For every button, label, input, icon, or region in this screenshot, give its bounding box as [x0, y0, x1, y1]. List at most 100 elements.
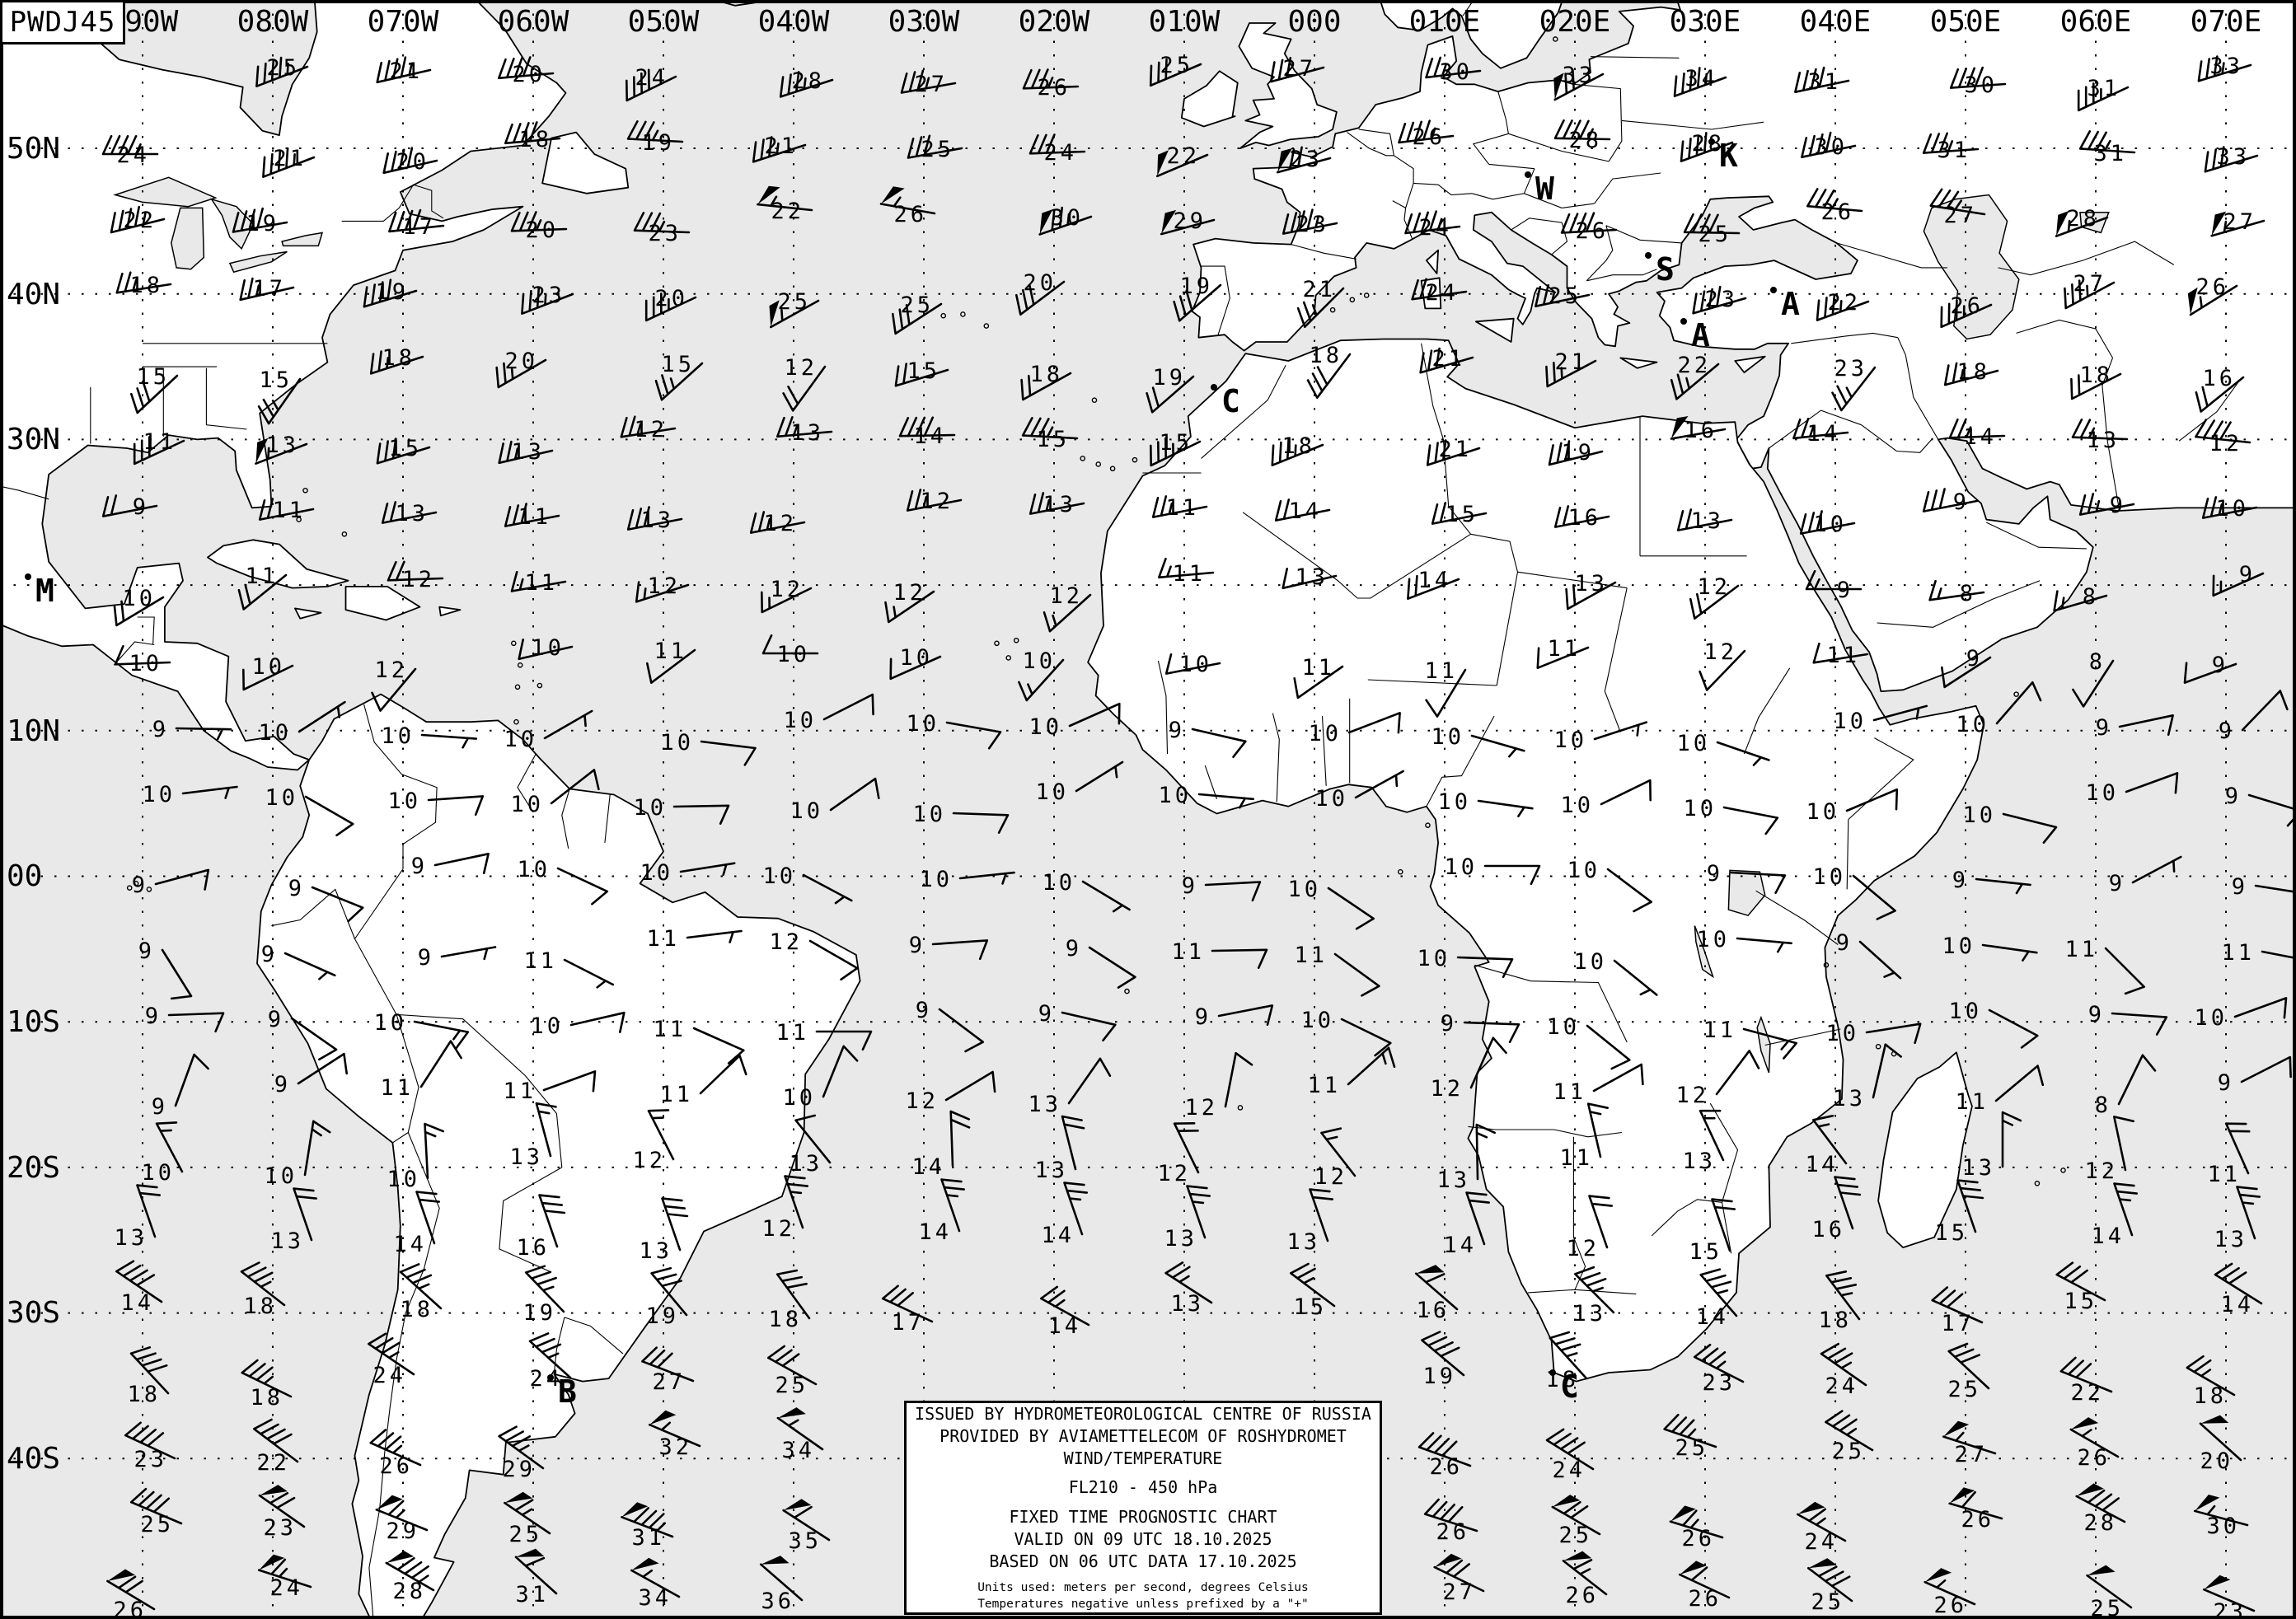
wind-barb-station: 25 — [255, 55, 309, 87]
svg-text:15: 15 — [136, 364, 170, 390]
wind-barb-station: 10 — [1825, 1021, 1922, 1046]
wind-barb-station: 19 — [1548, 440, 1604, 466]
svg-text:17: 17 — [891, 1310, 925, 1336]
city-marker: S — [1645, 251, 1675, 288]
svg-text:26: 26 — [1565, 1583, 1599, 1608]
svg-text:10: 10 — [776, 642, 810, 667]
wind-barb-station: 14 — [1805, 1115, 1848, 1177]
lat-label: 20S — [7, 1151, 60, 1185]
wind-barb-station: 23 — [521, 283, 574, 315]
svg-text:13: 13 — [639, 1238, 672, 1264]
wind-barb-station: 10 — [1029, 702, 1121, 740]
svg-text:24: 24 — [529, 1366, 563, 1392]
wind-barb-station: 24 — [1797, 1501, 1847, 1555]
svg-text:10: 10 — [387, 1167, 420, 1192]
svg-text:9: 9 — [909, 933, 925, 958]
lat-label: 10N — [7, 714, 60, 748]
wind-barb-station: 9 — [1182, 873, 1262, 902]
wind-barb-station: 12 — [387, 560, 444, 592]
wind-barb-station: 18 — [1020, 362, 1072, 401]
svg-text:24: 24 — [635, 65, 668, 91]
svg-text:23: 23 — [1289, 147, 1323, 172]
wind-barb-station: 12 — [1043, 583, 1092, 633]
svg-text:19: 19 — [375, 279, 409, 305]
wind-barb-station: 25 — [1551, 1495, 1601, 1548]
wind-barb-station: 10 — [1158, 783, 1254, 809]
lon-label: 030E — [1670, 5, 1741, 39]
svg-text:28: 28 — [2083, 1510, 2117, 1536]
svg-text:10: 10 — [783, 708, 817, 733]
wind-barb-station: 22 — [110, 205, 166, 234]
svg-text:15: 15 — [1293, 1294, 1327, 1320]
wind-barb-station: 19 — [522, 1265, 565, 1326]
svg-text:26: 26 — [1037, 75, 1071, 101]
svg-text:12: 12 — [1314, 1164, 1347, 1190]
wind-barb-station: 30 — [1801, 131, 1857, 160]
svg-text:15: 15 — [1689, 1239, 1722, 1265]
wind-barb-station: 20 — [510, 211, 568, 243]
wind-barb-station: 11 — [646, 926, 743, 952]
svg-text:12: 12 — [1675, 1083, 1709, 1108]
lon-label: 080W — [237, 5, 309, 39]
svg-text:12: 12 — [401, 567, 435, 592]
wind-barb-station: 19 — [363, 278, 418, 308]
wind-barb-station: 9 — [2078, 493, 2135, 518]
lat-label: 00 — [7, 859, 42, 893]
svg-text:12: 12 — [905, 1088, 939, 1114]
wind-barb-station: 26 — [1398, 119, 1455, 150]
svg-text:25: 25 — [1548, 283, 1581, 309]
svg-text:19: 19 — [645, 1303, 679, 1329]
wind-barb-station: 8 — [2095, 1054, 2157, 1118]
wind-barb-station: 22 — [757, 185, 813, 224]
svg-text:10: 10 — [1560, 793, 1594, 818]
wind-barb-station: 10 — [1560, 779, 1652, 818]
wind-barb-station: 26 — [879, 186, 936, 227]
wind-barb-station: 9 — [1836, 930, 1902, 980]
wind-barb-station: 18 — [1306, 343, 1352, 399]
wind-barb-station: 13 — [2071, 419, 2129, 453]
svg-text:35: 35 — [788, 1528, 822, 1554]
lon-label: 020E — [1539, 5, 1611, 39]
svg-text:K: K — [1719, 138, 1738, 174]
svg-text:20: 20 — [1023, 270, 1057, 296]
info-valid: VALID ON 09 UTC 18.10.2025 — [1014, 1528, 1272, 1549]
svg-text:12: 12 — [2084, 1158, 2118, 1184]
wind-barb-station: 31 — [2078, 130, 2136, 166]
svg-text:10: 10 — [1417, 946, 1450, 971]
svg-text:14: 14 — [1963, 424, 1997, 450]
lon-label: 050W — [628, 5, 700, 39]
wind-barb-station: 9 — [1707, 861, 1787, 894]
svg-text:13: 13 — [265, 433, 299, 458]
wind-barb-station: 23 — [1282, 208, 1338, 237]
svg-text:21: 21 — [389, 58, 423, 84]
wind-barb-station: 20 — [498, 56, 555, 87]
wind-barb-station: 16 — [1670, 416, 1727, 443]
wind-barb-station: 18 — [504, 121, 561, 152]
wind-barb-station: 10 — [1806, 788, 1899, 825]
svg-text:23: 23 — [1834, 356, 1867, 381]
wind-barb-station: 10 — [1308, 712, 1401, 746]
svg-text:10: 10 — [129, 651, 162, 676]
svg-text:8: 8 — [2089, 649, 2106, 675]
svg-text:9: 9 — [2218, 1070, 2234, 1096]
svg-text:11: 11 — [654, 639, 687, 664]
svg-text:B: B — [558, 1373, 577, 1410]
svg-text:13: 13 — [1170, 1291, 1204, 1317]
svg-text:27: 27 — [1442, 1579, 1476, 1605]
svg-text:11: 11 — [1171, 939, 1205, 965]
wind-barb-station: 11 — [2064, 937, 2145, 995]
svg-text:18: 18 — [518, 127, 552, 152]
svg-text:C: C — [1560, 1369, 1579, 1405]
wind-barb-station: 10 — [912, 802, 1010, 834]
wind-barb-layer: 25 21 20 24 28 27 26 25 27 30 33 34 31 30 31 33 24 21 20 18… — [101, 53, 2296, 1619]
svg-text:10: 10 — [1696, 927, 1730, 952]
wind-barb-station: 11 — [380, 1040, 462, 1101]
svg-text:34: 34 — [781, 1438, 815, 1463]
svg-text:12: 12 — [1703, 639, 1737, 665]
svg-text:9: 9 — [2225, 784, 2242, 809]
wind-barb-station: 10 — [1676, 731, 1770, 766]
svg-text:19: 19 — [1152, 365, 1186, 391]
wind-barb-station: 11 — [523, 948, 615, 989]
wind-barb-station: 34 — [776, 1407, 824, 1463]
info-type: FIXED TIME PROGNOSTIC CHART — [1009, 1506, 1277, 1527]
